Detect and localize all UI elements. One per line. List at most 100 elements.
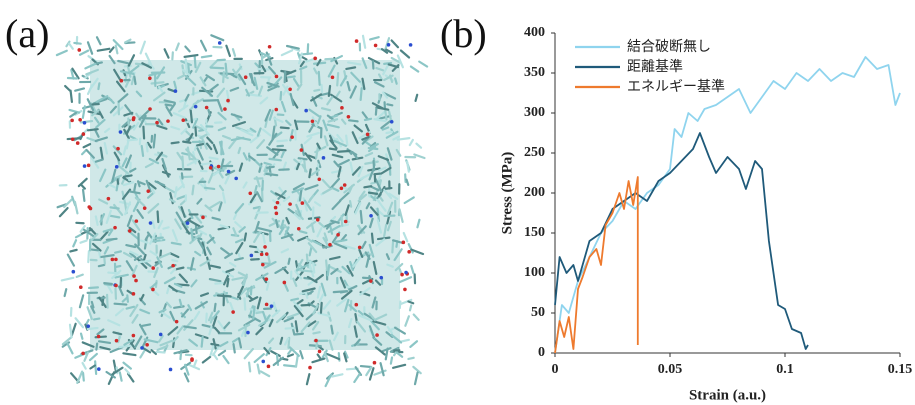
molecule-bond xyxy=(73,200,79,215)
molecule-bond xyxy=(209,66,225,70)
molecule-bond xyxy=(95,36,102,46)
molecule-bond xyxy=(348,285,358,291)
molecule-atom xyxy=(148,107,152,111)
molecule-bond xyxy=(68,108,81,114)
molecule-atom xyxy=(269,304,274,308)
molecule-bond xyxy=(124,201,132,216)
molecule-bond xyxy=(359,364,373,369)
molecule-bond xyxy=(250,73,254,84)
molecule-bond xyxy=(279,336,284,345)
molecule-atom xyxy=(131,116,136,120)
molecule-bond xyxy=(360,138,373,148)
molecule-bond xyxy=(142,253,147,262)
molecule-bond xyxy=(318,221,326,229)
molecule-bond xyxy=(138,109,150,121)
molecule-bond xyxy=(364,160,379,165)
molecule-bond xyxy=(197,239,205,250)
molecule-bond xyxy=(300,321,311,333)
molecule-bond xyxy=(148,72,160,77)
molecule-atom xyxy=(151,266,155,270)
molecule-bond xyxy=(394,262,404,272)
molecule-bond xyxy=(271,309,281,318)
molecule-atom xyxy=(274,211,279,216)
molecule-bond xyxy=(86,98,95,112)
molecule-bond xyxy=(238,226,246,233)
molecule-bond xyxy=(292,277,298,287)
molecule-bond xyxy=(113,250,123,254)
molecule-bond xyxy=(321,178,331,189)
molecule-bond xyxy=(364,251,371,260)
molecule-bond xyxy=(290,297,300,302)
molecule-atom xyxy=(226,98,230,103)
y-tick-label: 400 xyxy=(524,25,545,40)
molecule-bond xyxy=(187,64,191,75)
molecule-bond xyxy=(323,351,329,363)
molecule-bond xyxy=(184,118,191,129)
molecule-atom xyxy=(264,277,269,281)
molecule-bond xyxy=(272,117,284,123)
molecule-bond xyxy=(98,198,109,205)
molecule-bond xyxy=(283,364,297,368)
molecule-atom xyxy=(404,270,408,275)
molecule-bond xyxy=(331,153,344,159)
molecule-atom xyxy=(300,201,305,205)
molecule-bond xyxy=(209,345,215,357)
molecule-bond xyxy=(200,54,213,59)
molecule-bond xyxy=(392,135,400,141)
molecule-bond xyxy=(140,258,152,268)
molecule-bond xyxy=(205,74,216,82)
molecule-bond xyxy=(327,64,336,78)
molecule-bond xyxy=(220,247,231,256)
molecule-bond xyxy=(112,39,124,51)
y-tick-label: 250 xyxy=(524,145,545,160)
molecule-bond xyxy=(324,373,333,388)
molecule-bond xyxy=(295,258,304,272)
molecule-bond xyxy=(263,346,271,355)
molecule-bond xyxy=(298,52,304,65)
molecule-bond xyxy=(358,248,364,258)
molecule-bond xyxy=(208,278,222,283)
molecule-bond xyxy=(103,246,110,255)
molecule-bond xyxy=(102,228,113,233)
molecule-bond xyxy=(308,246,313,257)
molecule-bond xyxy=(63,198,73,209)
molecule-atom xyxy=(86,163,91,168)
molecule-bond xyxy=(306,131,320,138)
molecule-bond xyxy=(412,313,420,321)
molecule-bond xyxy=(155,151,164,161)
molecule-bond xyxy=(127,372,135,383)
molecule-bond xyxy=(141,323,152,327)
molecule-bond xyxy=(141,62,153,69)
molecule-bond xyxy=(255,246,262,255)
molecule-bond xyxy=(257,227,273,233)
molecule-atom xyxy=(201,215,205,220)
molecule-bond xyxy=(409,340,419,348)
molecule-bond xyxy=(118,344,134,349)
molecule-bond xyxy=(369,206,379,216)
molecule-bond xyxy=(232,65,243,78)
molecule-bond xyxy=(285,216,290,225)
molecule-bond xyxy=(264,108,272,122)
molecule-bond xyxy=(114,264,122,269)
molecule-bond xyxy=(107,319,121,327)
molecule-bond xyxy=(361,136,370,141)
molecule-bond xyxy=(127,54,136,67)
molecule-bond xyxy=(129,190,141,195)
molecule-bond xyxy=(70,68,75,80)
molecule-atom xyxy=(261,262,265,267)
molecule-bond xyxy=(219,341,229,348)
molecule-bond xyxy=(124,368,131,375)
molecule-bond xyxy=(334,90,341,99)
molecule-bond xyxy=(285,44,300,50)
molecule-bond xyxy=(201,86,214,97)
molecule-atom xyxy=(315,217,320,222)
molecule-bond xyxy=(173,282,183,288)
molecule-atom xyxy=(88,206,93,211)
molecule-bond xyxy=(105,209,112,225)
molecule-bond xyxy=(331,199,342,211)
molecule-bond xyxy=(272,301,277,311)
molecule-atom xyxy=(375,333,379,337)
molecule-bond xyxy=(283,337,290,346)
molecule-bond xyxy=(301,163,308,173)
molecule-atom xyxy=(264,302,269,307)
